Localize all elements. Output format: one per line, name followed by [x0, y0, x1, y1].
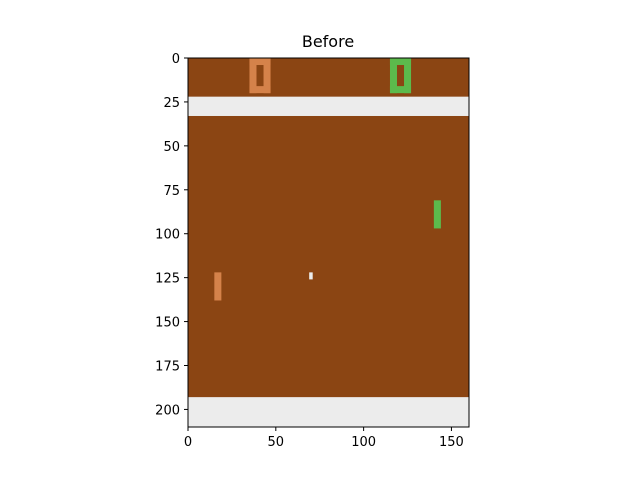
y-tick-label: 175 [155, 360, 180, 375]
orange-score-digit [249, 58, 271, 94]
y-tick-label: 125 [155, 272, 180, 287]
y-tick-label: 25 [163, 96, 180, 111]
y-tick-label: 0 [172, 52, 180, 67]
green-paddle [433, 200, 441, 229]
y-tick-label: 150 [155, 316, 180, 331]
plot-title: Before [301, 32, 355, 51]
ball [309, 272, 313, 280]
court-background [188, 58, 469, 427]
bottom-wall [188, 397, 469, 427]
axes-frame [187, 57, 470, 428]
y-tick-label: 75 [163, 184, 180, 199]
x-tick-label: 150 [439, 435, 464, 450]
top-wall [188, 96, 469, 116]
x-tick-label: 0 [184, 435, 192, 450]
green-score-digit [389, 58, 412, 94]
orange-paddle [214, 272, 222, 301]
x-tick-label: 100 [351, 435, 376, 450]
y-tick-label: 200 [155, 403, 180, 418]
x-tick-label: 50 [268, 435, 285, 450]
y-tick-label: 100 [155, 228, 180, 243]
y-tick-label: 50 [163, 140, 180, 155]
